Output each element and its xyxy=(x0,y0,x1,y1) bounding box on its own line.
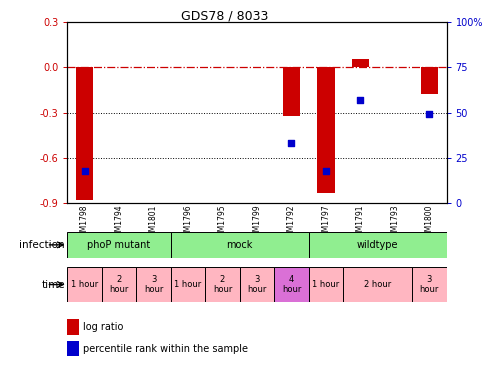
Bar xyxy=(67,319,79,335)
Bar xyxy=(67,341,79,356)
Text: 3
hour: 3 hour xyxy=(420,275,439,294)
Text: time: time xyxy=(41,280,65,290)
Bar xyxy=(76,67,93,200)
Text: 1 hour: 1 hour xyxy=(312,280,339,289)
Bar xyxy=(171,267,205,302)
Text: 2
hour: 2 hour xyxy=(109,275,129,294)
Text: infection: infection xyxy=(19,240,65,250)
Text: GDS78 / 8033: GDS78 / 8033 xyxy=(181,9,268,22)
Bar xyxy=(240,267,274,302)
Text: 1 hour: 1 hour xyxy=(175,280,202,289)
Text: 2
hour: 2 hour xyxy=(213,275,232,294)
Bar xyxy=(412,267,447,302)
Text: mock: mock xyxy=(227,240,253,250)
Bar xyxy=(421,67,438,94)
Bar xyxy=(67,267,102,302)
Point xyxy=(356,97,364,103)
Point xyxy=(425,111,433,117)
Text: 4
hour: 4 hour xyxy=(282,275,301,294)
Bar xyxy=(205,267,240,302)
Point xyxy=(81,168,89,173)
Text: log ratio: log ratio xyxy=(82,322,123,332)
Bar xyxy=(171,232,309,258)
Text: 3
hour: 3 hour xyxy=(248,275,266,294)
Bar xyxy=(309,232,447,258)
Bar xyxy=(274,267,309,302)
Bar xyxy=(317,67,334,193)
Point xyxy=(287,141,295,146)
Text: 3
hour: 3 hour xyxy=(144,275,163,294)
Text: percentile rank within the sample: percentile rank within the sample xyxy=(82,344,248,354)
Bar xyxy=(67,232,171,258)
Point xyxy=(322,168,330,173)
Text: 1 hour: 1 hour xyxy=(71,280,98,289)
Bar xyxy=(102,267,136,302)
Bar xyxy=(309,267,343,302)
Bar xyxy=(283,67,300,116)
Bar xyxy=(352,59,369,67)
Text: phoP mutant: phoP mutant xyxy=(87,240,151,250)
Text: wildtype: wildtype xyxy=(357,240,398,250)
Text: 2 hour: 2 hour xyxy=(364,280,391,289)
Bar xyxy=(343,267,412,302)
Bar xyxy=(136,267,171,302)
